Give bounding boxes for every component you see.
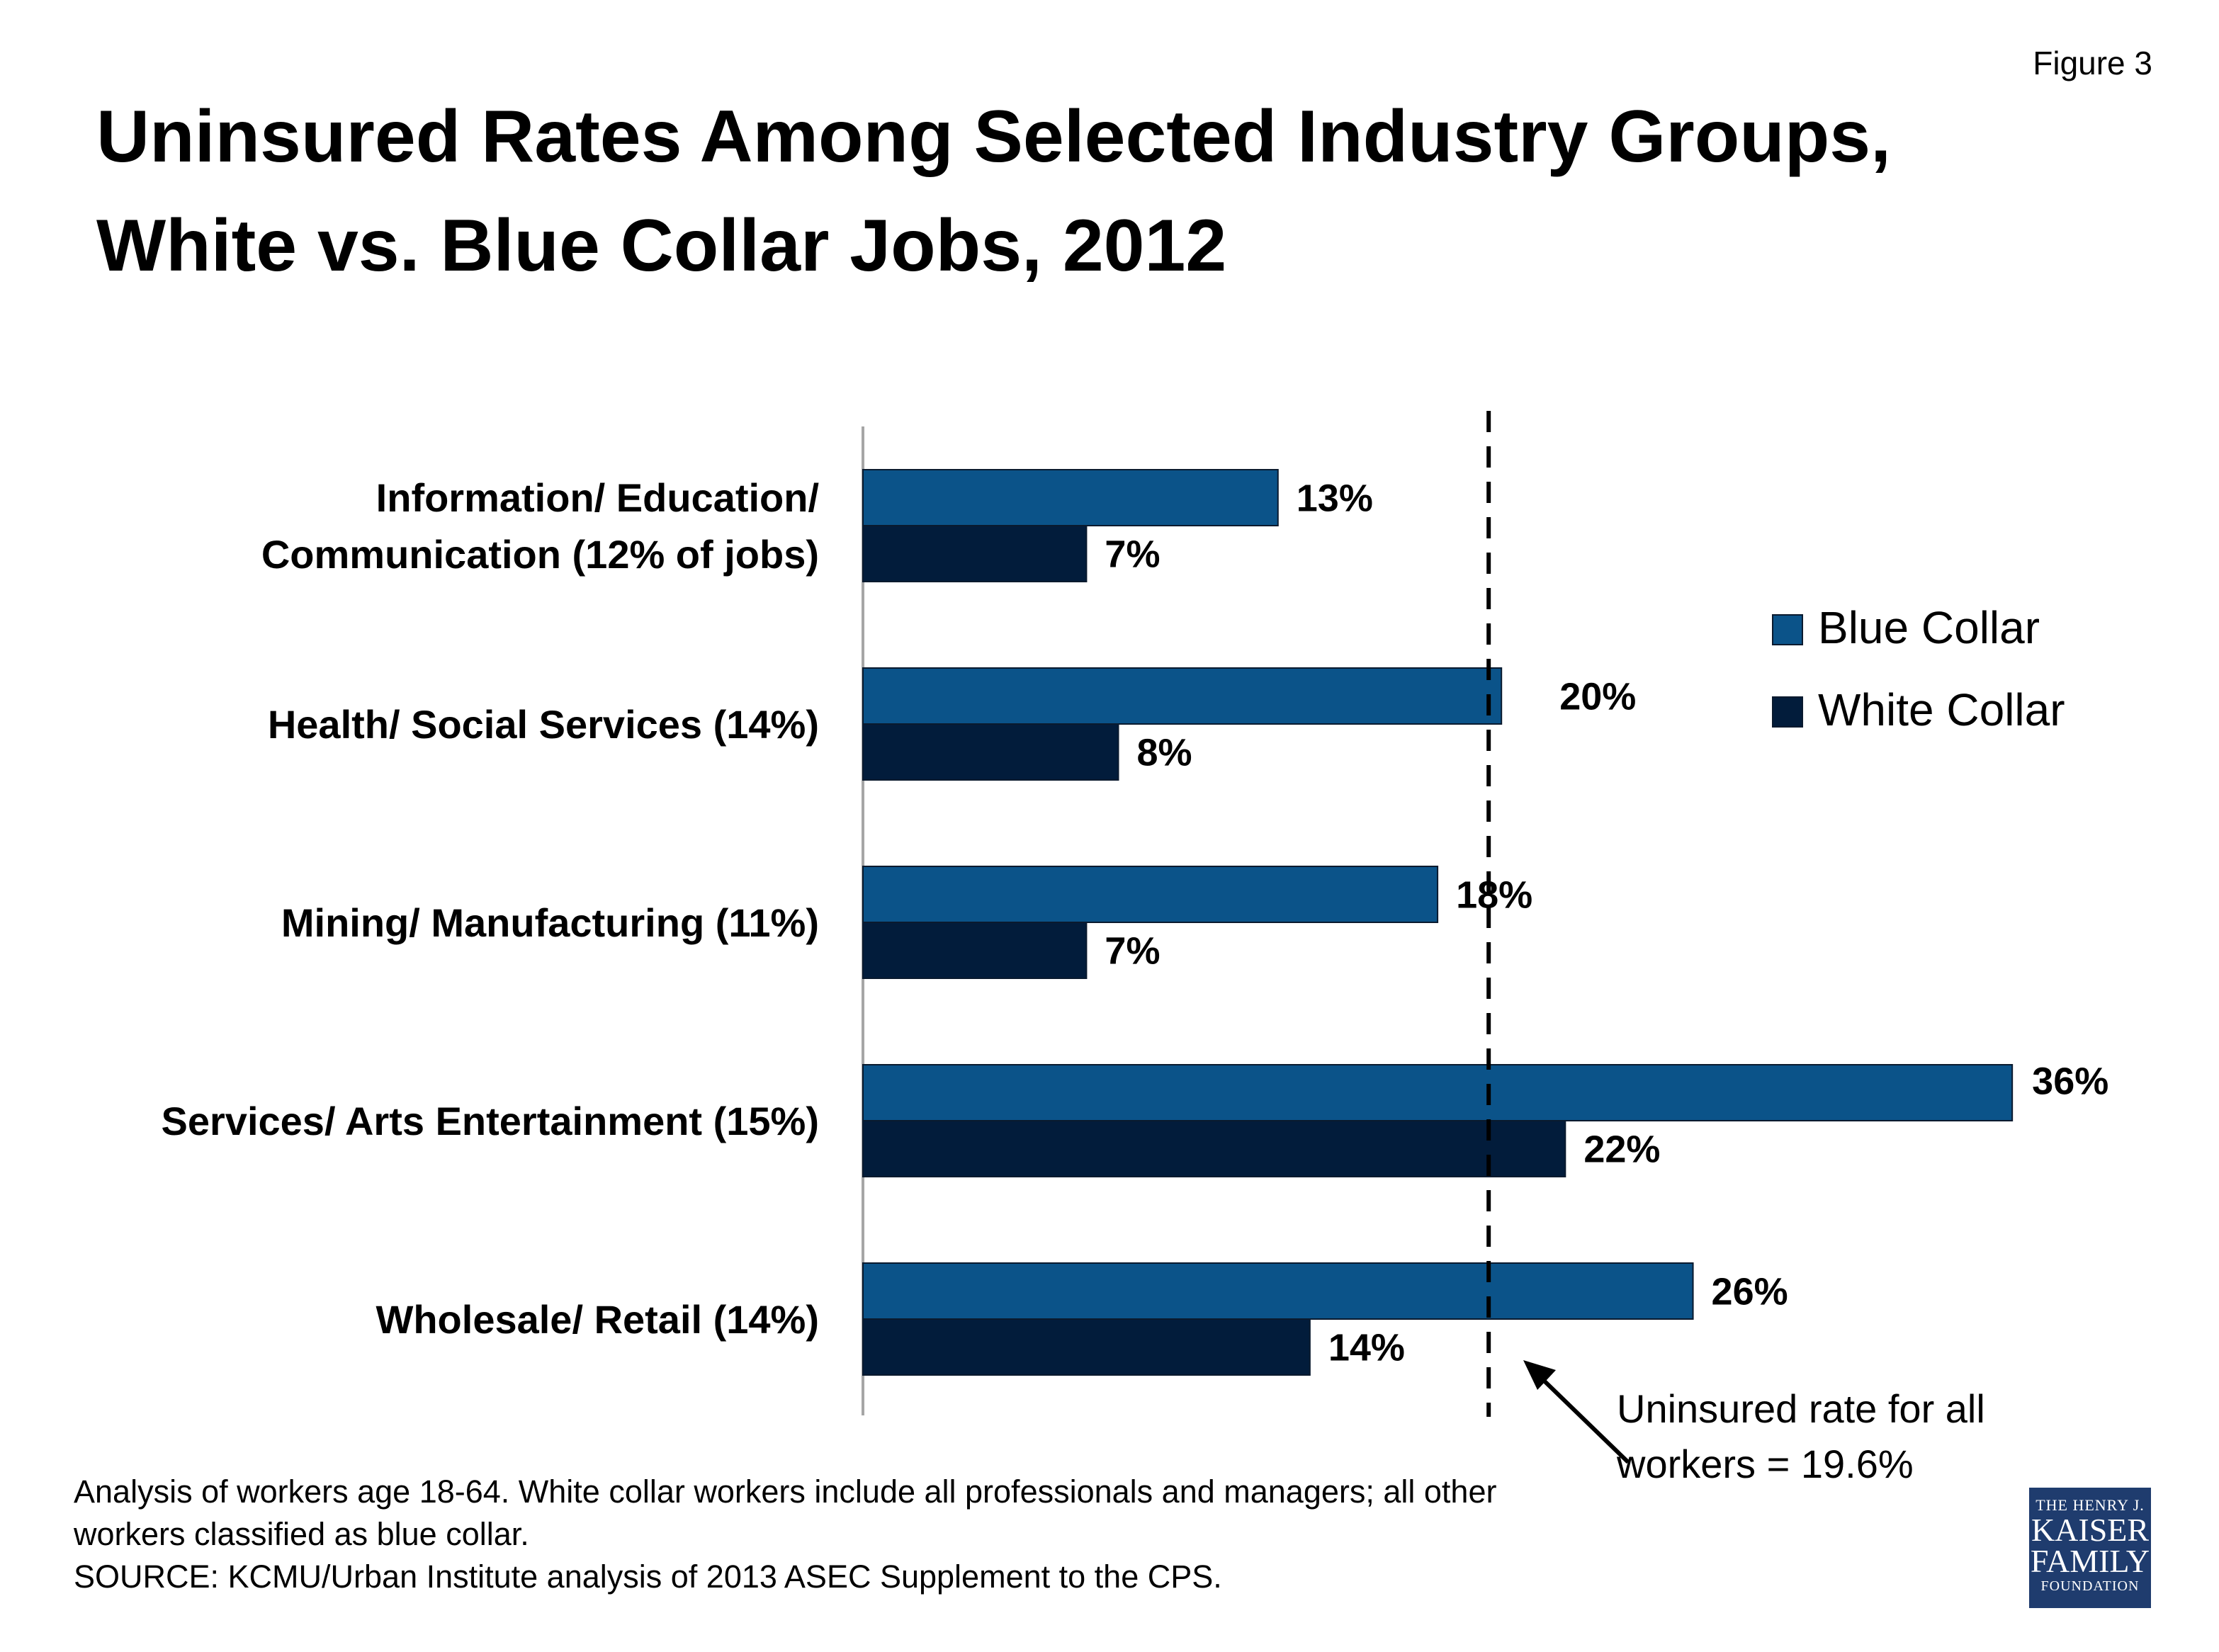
white-collar-value-label: 7% — [1105, 930, 1160, 973]
footnote-line-2: workers classified as blue collar. — [74, 1516, 529, 1552]
source-line: SOURCE: KCMU/Urban Institute analysis of… — [74, 1558, 1222, 1595]
blue-collar-value-label: 18% — [1456, 874, 1532, 917]
category-label: Wholesale/ Retail (14%) — [376, 1297, 819, 1342]
white-collar-bar — [862, 723, 1119, 781]
logo-line-3: FAMILY — [2030, 1543, 2150, 1579]
blue-collar-value-label: 26% — [1712, 1271, 1788, 1313]
blue-collar-value-label: 13% — [1297, 477, 1373, 520]
white-collar-value-label: 7% — [1105, 533, 1160, 576]
blue-collar-bar — [862, 667, 1503, 725]
logo-line-1: THE HENRY J. — [2036, 1496, 2145, 1514]
legend-swatch — [1772, 696, 1803, 728]
chart-title: Uninsured Rates Among Selected Industry … — [96, 82, 2009, 300]
blue-collar-bar — [862, 469, 1279, 526]
blue-collar-bar — [862, 1064, 2014, 1121]
category-label: Services/ Arts Entertainment (15%) — [162, 1099, 819, 1143]
blue-collar-value-label: 20% — [1559, 676, 1636, 718]
footnote: Analysis of workers age 18-64. White col… — [74, 1471, 1632, 1598]
title-line-1: Uninsured Rates Among Selected Industry … — [96, 96, 1892, 178]
white-collar-bar — [862, 525, 1088, 582]
category-label: Mining/ Manufacturing (11%) — [281, 900, 819, 945]
figure-label: Figure 3 — [2033, 45, 2152, 81]
annotation-arrow-shaft — [1535, 1372, 1630, 1464]
white-collar-value-label: 8% — [1136, 732, 1192, 774]
legend-swatch — [1772, 614, 1803, 645]
blue-collar-value-label: 36% — [2032, 1060, 2108, 1103]
white-collar-value-label: 22% — [1583, 1128, 1660, 1171]
category-label: Health/ Social Services (14%) — [268, 702, 819, 747]
white-collar-bar — [862, 1120, 1566, 1177]
logo-line-2: KAISER — [2031, 1512, 2150, 1548]
white-collar-bar — [862, 922, 1088, 979]
logo-line-4: FOUNDATION — [2040, 1578, 2140, 1594]
white-collar-value-label: 14% — [1328, 1327, 1405, 1369]
white-collar-bar — [862, 1318, 1311, 1376]
legend-label: Blue Collar — [1818, 602, 2040, 653]
legend-label: White Collar — [1818, 684, 2065, 735]
kff-logo: THE HENRY J. KAISER FAMILY FOUNDATION — [2029, 1488, 2151, 1608]
annotation-arrow-head — [1523, 1360, 1556, 1390]
reference-line-annotation: Uninsured rate for all — [1617, 1386, 1985, 1431]
blue-collar-bar — [862, 866, 1439, 923]
blue-collar-bar — [862, 1262, 1694, 1320]
category-label: Communication (12% of jobs) — [261, 532, 819, 577]
footnote-line-1: Analysis of workers age 18-64. White col… — [74, 1473, 1497, 1510]
reference-line-annotation: workers = 19.6% — [1616, 1442, 1914, 1486]
title-line-2: White vs. Blue Collar Jobs, 2012 — [96, 205, 1227, 287]
category-label: Information/ Education/ — [376, 475, 820, 520]
